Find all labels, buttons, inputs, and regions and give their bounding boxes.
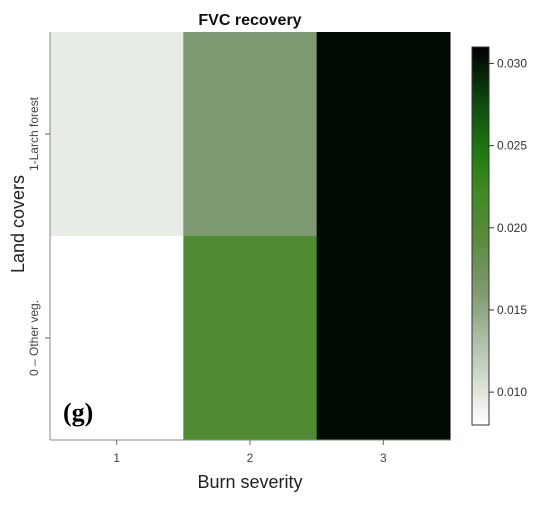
heatmap-cells: [50, 32, 451, 441]
heatmap-cell: [183, 32, 318, 237]
x-tick-label: 1: [113, 451, 120, 465]
colorbar: [471, 46, 490, 426]
y-axis-ticks: 0 – Other veg. 1-Larch forest: [27, 96, 50, 376]
y-tick-label: 1-Larch forest: [27, 96, 41, 171]
chart-title: FVC recovery: [198, 12, 301, 29]
y-axis-label: Land covers: [8, 175, 28, 273]
heatmap-cell: [50, 32, 184, 237]
x-axis-ticks: 1 2 3: [113, 440, 387, 465]
colorbar-tick-label: 0.025: [497, 139, 527, 153]
panel-label: (g): [63, 398, 94, 427]
heatmap-cell: [50, 236, 184, 441]
x-tick-label: 2: [247, 451, 254, 465]
heatmap-cell: [316, 236, 451, 441]
y-tick-label: 0 – Other veg.: [27, 300, 41, 376]
colorbar-ticks: 0.030 0.025 0.020 0.015 0.010: [489, 56, 527, 399]
colorbar-tick-label: 0.015: [497, 303, 527, 317]
colorbar-tick-label: 0.010: [497, 385, 527, 399]
x-axis-label: Burn severity: [197, 472, 302, 492]
heatmap-cell: [183, 236, 318, 441]
x-tick-label: 3: [380, 451, 387, 465]
heatmap-cell: [316, 32, 451, 237]
colorbar-tick-label: 0.020: [497, 221, 527, 235]
colorbar-tick-label: 0.030: [497, 56, 527, 70]
